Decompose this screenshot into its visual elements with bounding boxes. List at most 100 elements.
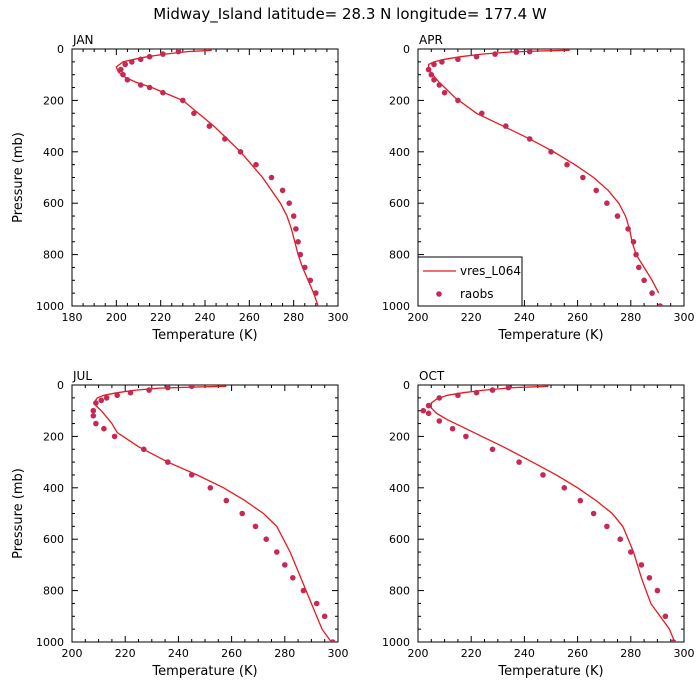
y-tick-label: 600 (43, 197, 64, 210)
panel-jan: 180 200 220 240 260 280 300 0 200 400 600 800 1000 JA… (11, 33, 349, 343)
raobs-point (425, 66, 432, 73)
y-tick-label: 800 (43, 249, 64, 262)
raobs-point (604, 523, 610, 530)
x-axis-label: Temperature (K) (497, 328, 603, 343)
figure-title: Midway_Island latitude= 28.3 N longitude… (153, 5, 547, 24)
x-tick-label: 200 (408, 647, 429, 660)
x-tick-label: 300 (328, 647, 349, 660)
raobs-point (101, 425, 107, 432)
raobs-point (590, 510, 597, 517)
raobs-point (329, 639, 336, 642)
x-axis-label: Temperature (K) (497, 664, 603, 679)
raobs-point (516, 459, 522, 465)
x-tick-label: 220 (150, 311, 171, 324)
x-tick-label: 280 (274, 647, 295, 660)
raobs-point (237, 149, 244, 155)
raobs-point (114, 392, 120, 399)
x-tick-label: 240 (195, 311, 216, 324)
raobs-point (290, 213, 297, 219)
raobs-point (297, 251, 304, 258)
raobs-point (449, 425, 456, 432)
y-tick-label: 400 (43, 146, 64, 159)
raobs-point (630, 239, 637, 245)
raobs-point (222, 136, 228, 142)
raobs-point (98, 397, 105, 404)
raobs-point (207, 485, 214, 491)
raobs-point (239, 510, 245, 517)
x-tick-label: 280 (620, 647, 641, 660)
raobs-point (633, 251, 639, 258)
raobs-point (282, 562, 288, 568)
raobs-point (436, 82, 443, 88)
x-axis-label: Temperature (K) (151, 664, 257, 679)
raobs-point (473, 53, 480, 60)
x-tick-label: 220 (115, 647, 136, 660)
y-tick-label: 400 (43, 482, 64, 495)
raobs-point (127, 389, 134, 396)
raobs-point (455, 97, 461, 104)
x-tick-label: 300 (328, 311, 349, 324)
raobs-point (646, 575, 653, 581)
raobs-point (577, 497, 584, 504)
y-tick-label: 800 (43, 585, 64, 598)
panel-apr: 200 220 240 260 280 300 0 200 400 600 800 1000 APR Te… (382, 33, 695, 343)
raobs-point (479, 110, 485, 117)
panel-label: JUL (72, 369, 92, 383)
panel-jul: 200 220 240 260 280 300 0 200 400 600 800 1000 JUL Te… (11, 369, 349, 679)
panel-oct: 200 220 240 260 280 300 0 200 400 600 800 1000 OCT Te… (382, 369, 695, 679)
raobs-point (649, 290, 655, 296)
y-tick-label: 400 (389, 146, 410, 159)
panels-container: 180 200 220 240 260 280 300 0 200 400 600 800 1000 JA… (11, 33, 695, 679)
raobs-point (455, 56, 461, 63)
y-tick-label: 600 (389, 533, 410, 546)
raobs-point (111, 433, 118, 440)
raobs-point (313, 600, 320, 607)
raobs-point (146, 387, 152, 393)
raobs-point (670, 639, 677, 642)
raobs-point (137, 82, 144, 88)
x-tick-label: 280 (283, 311, 304, 324)
raobs-point (253, 161, 259, 168)
x-axis-label: Temperature (K) (151, 328, 257, 343)
raobs-point (654, 587, 661, 594)
legend-label-obs: raobs (460, 287, 494, 301)
raobs-point (223, 497, 230, 504)
raobs-point (431, 61, 437, 68)
y-tick-label: 0 (403, 379, 410, 392)
raobs-point (279, 187, 286, 194)
raobs-point (124, 77, 131, 83)
raobs-point (473, 389, 480, 396)
raobs-point (439, 59, 445, 65)
raobs-point (90, 413, 97, 419)
raobs-point (638, 562, 645, 568)
raobs-point (526, 49, 533, 55)
raobs-point (191, 110, 197, 117)
y-axis-label: Pressure (mb) (11, 132, 26, 223)
raobs-point (636, 264, 642, 271)
raobs-point (103, 395, 110, 401)
x-tick-label: 240 (168, 647, 189, 660)
y-axis-label: Pressure (mb) (11, 468, 26, 559)
raobs-point (463, 433, 469, 440)
raobs-point (561, 485, 568, 491)
raobs-point (657, 303, 663, 306)
raobs-point (425, 402, 432, 409)
y-tick-label: 600 (389, 197, 410, 210)
legend-label-model: vres_L064 (460, 264, 521, 278)
raobs-point (441, 89, 448, 96)
raobs-point (526, 136, 533, 142)
x-tick-label: 200 (106, 311, 127, 324)
raobs-point (580, 174, 586, 181)
raobs-point (286, 200, 293, 206)
raobs-point (180, 97, 186, 104)
raobs-point (455, 392, 461, 399)
raobs-point (175, 49, 182, 55)
raobs-point (425, 410, 432, 417)
raobs-point (188, 385, 195, 390)
raobs-point (564, 161, 570, 168)
y-tick-label: 200 (43, 430, 64, 443)
raobs-point (120, 71, 126, 78)
raobs-point (302, 264, 308, 271)
y-tick-label: 200 (389, 94, 410, 107)
